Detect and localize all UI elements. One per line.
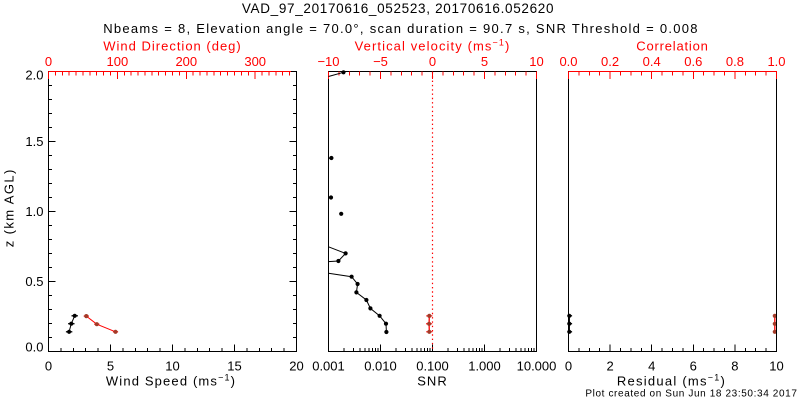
- svg-text:0.0: 0.0: [25, 339, 43, 354]
- svg-text:Wind Direction (deg): Wind Direction (deg): [103, 39, 242, 54]
- svg-text:0: 0: [45, 54, 52, 69]
- svg-text:300: 300: [244, 54, 266, 69]
- svg-text:1.0: 1.0: [25, 204, 43, 219]
- svg-text:0.100: 0.100: [416, 359, 449, 374]
- svg-text:4: 4: [648, 359, 655, 374]
- svg-text:z (km AGL): z (km AGL): [2, 168, 17, 247]
- svg-text:10: 10: [769, 359, 783, 374]
- svg-text:Vertical velocity (ms−1): Vertical velocity (ms−1): [355, 38, 511, 54]
- svg-text:10: 10: [529, 54, 543, 69]
- svg-text:1.0: 1.0: [767, 54, 785, 69]
- svg-text:0.4: 0.4: [643, 54, 661, 69]
- svg-text:Residual (ms−1): Residual (ms−1): [617, 373, 726, 389]
- svg-text:20: 20: [289, 359, 303, 374]
- svg-text:0: 0: [429, 54, 436, 69]
- svg-text:10: 10: [165, 359, 179, 374]
- svg-text:0.5: 0.5: [25, 274, 43, 289]
- svg-text:Plot created on Sun Jun 18 23:: Plot created on Sun Jun 18 23:50:34 2017: [585, 389, 797, 400]
- svg-text:0.2: 0.2: [601, 54, 619, 69]
- svg-text:200: 200: [175, 54, 197, 69]
- svg-text:15: 15: [227, 359, 241, 374]
- svg-text:1.000: 1.000: [468, 359, 501, 374]
- svg-text:2.0: 2.0: [25, 68, 43, 83]
- svg-text:Wind Speed (ms−1): Wind Speed (ms−1): [106, 373, 236, 389]
- svg-text:0.001: 0.001: [312, 359, 345, 374]
- svg-text:0.6: 0.6: [684, 54, 702, 69]
- svg-text:Nbeams = 8, Elevation angle =: Nbeams = 8, Elevation angle = 70.0°, sca…: [103, 21, 699, 36]
- svg-text:0.0: 0.0: [559, 54, 577, 69]
- svg-text:0.010: 0.010: [364, 359, 397, 374]
- svg-text:6: 6: [690, 359, 697, 374]
- svg-text:VAD_97_20170616_052523, 201706: VAD_97_20170616_052523, 20170616.052620: [242, 1, 554, 16]
- svg-text:1.5: 1.5: [25, 134, 43, 149]
- svg-text:Correlation: Correlation: [636, 39, 708, 54]
- svg-text:0: 0: [565, 359, 572, 374]
- svg-text:2: 2: [606, 359, 613, 374]
- svg-text:−5: −5: [373, 54, 388, 69]
- svg-text:SNR: SNR: [417, 374, 447, 389]
- svg-text:5: 5: [481, 54, 488, 69]
- svg-text:100: 100: [107, 54, 129, 69]
- svg-text:5: 5: [107, 359, 114, 374]
- svg-text:10.000: 10.000: [517, 359, 557, 374]
- svg-text:8: 8: [731, 359, 738, 374]
- svg-text:0.8: 0.8: [726, 54, 744, 69]
- svg-text:0: 0: [45, 359, 52, 374]
- svg-text:−10: −10: [317, 54, 339, 69]
